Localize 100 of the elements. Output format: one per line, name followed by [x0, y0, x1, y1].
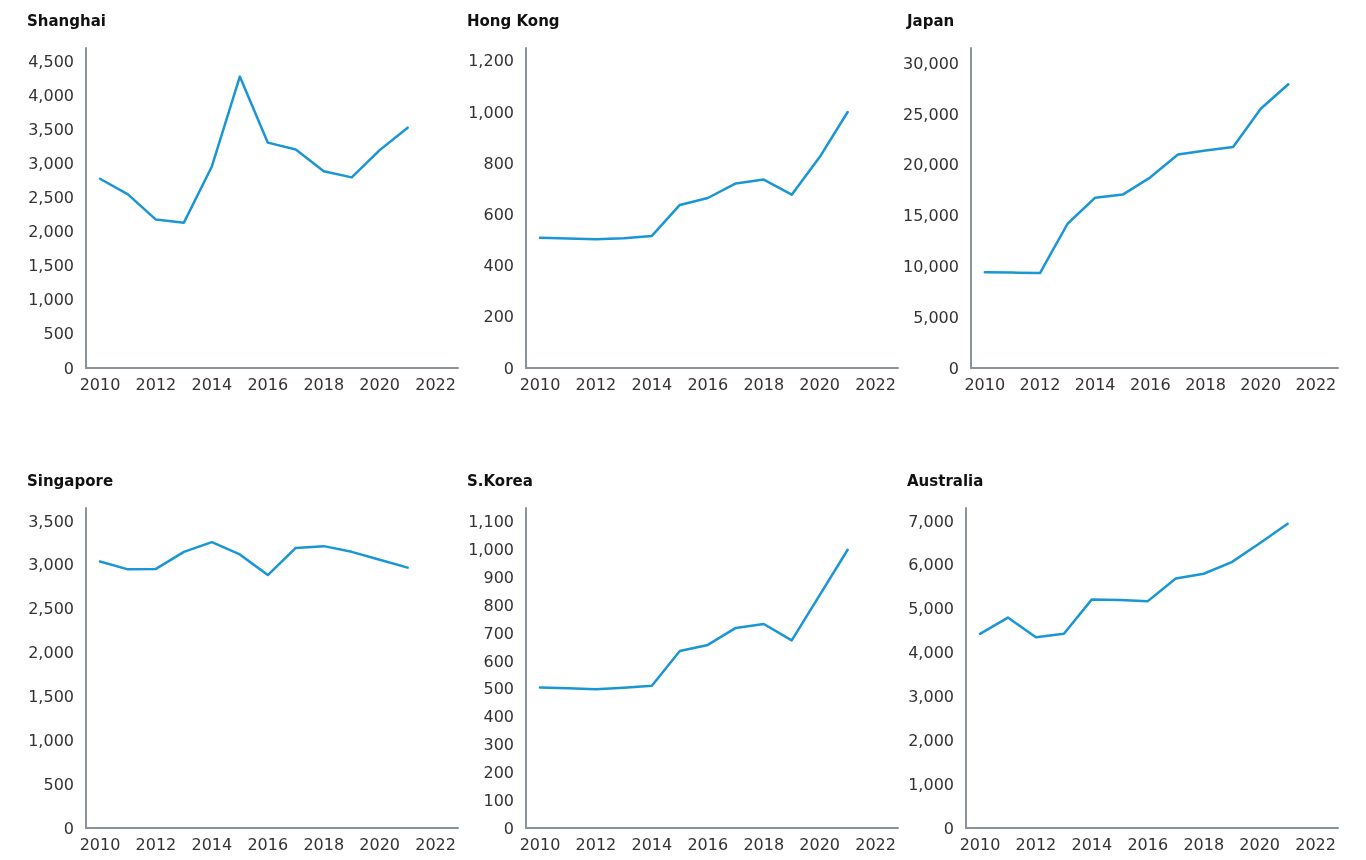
y-tick-label: 1,000 — [28, 290, 74, 310]
line-series — [538, 548, 849, 691]
chart-title: Singapore — [27, 471, 114, 490]
y-tick-label: 200 — [483, 307, 514, 327]
y-tick-label: 1,100 — [468, 512, 514, 532]
x-tick-label: 2010 — [79, 834, 121, 854]
y-tick-label: 3,000 — [28, 154, 74, 174]
x-tick-label: 2010 — [79, 374, 121, 394]
y-tick-label: 700 — [483, 623, 514, 643]
y-tick-label: 3,000 — [28, 555, 74, 575]
x-tick-label: 2012 — [1015, 834, 1057, 854]
y-tick-label: 5,000 — [908, 599, 954, 619]
x-tick-label: 2012 — [1019, 374, 1061, 394]
x-tick-label: 2020 — [359, 374, 401, 394]
x-tick-label: 2010 — [519, 374, 561, 394]
y-tick-label: 200 — [483, 762, 514, 782]
y-tick-label: 1,500 — [28, 256, 74, 276]
line-series — [98, 75, 409, 224]
y-tick-label: 800 — [483, 153, 514, 173]
x-tick-label: 2022 — [1295, 834, 1336, 854]
x-tick-label: 2014 — [631, 374, 673, 394]
x-tick-label: 2016 — [687, 834, 729, 854]
y-tick-label: 1,000 — [468, 540, 514, 560]
x-tick-label: 2018 — [303, 374, 345, 394]
x-tick-label: 2014 — [191, 374, 233, 394]
y-tick-label: 4,500 — [28, 52, 74, 72]
x-tick-label: 2010 — [959, 834, 1001, 854]
x-tick-label: 2022 — [1295, 374, 1337, 394]
y-tick-label: 7,000 — [908, 511, 954, 531]
x-tick-label: 2012 — [135, 374, 177, 394]
line-series — [538, 110, 849, 241]
y-tick-label: 600 — [483, 651, 514, 671]
y-tick-label: 400 — [483, 707, 514, 727]
y-tick-label: 600 — [483, 204, 514, 224]
y-tick-label: 1,500 — [28, 686, 74, 706]
y-tick-label: 1,000 — [468, 102, 514, 122]
y-tick-label: 0 — [63, 358, 74, 378]
y-tick-label: 100 — [483, 790, 514, 810]
x-tick-label: 2016 — [687, 374, 729, 394]
y-tick-label: 2,000 — [28, 643, 74, 663]
y-tick-label: 500 — [43, 324, 74, 344]
y-tick-label: 4,000 — [908, 643, 954, 663]
x-tick-label: 2016 — [247, 374, 289, 394]
y-tick-label: 1,200 — [468, 51, 514, 71]
x-tick-label: 2010 — [519, 834, 561, 854]
y-tick-label: 20,000 — [903, 155, 959, 175]
x-tick-label: 2022 — [855, 374, 896, 394]
y-tick-label: 0 — [63, 818, 74, 838]
x-tick-label: 2018 — [1185, 374, 1226, 394]
y-tick-label: 15,000 — [903, 206, 959, 226]
y-tick-label: 2,500 — [28, 599, 74, 619]
y-tick-label: 300 — [483, 735, 514, 755]
line-series — [98, 540, 409, 577]
x-tick-label: 2018 — [303, 834, 345, 854]
y-tick-label: 0 — [503, 818, 514, 838]
y-tick-label: 900 — [483, 568, 514, 588]
x-tick-label: 2014 — [1071, 834, 1113, 854]
chart-title: Australia — [907, 471, 984, 490]
chart-title: Japan — [906, 11, 955, 30]
y-tick-label: 0 — [503, 358, 514, 378]
x-tick-label: 2010 — [964, 374, 1006, 394]
x-tick-label: 2022 — [415, 374, 456, 394]
y-tick-label: 25,000 — [903, 104, 959, 124]
x-tick-label: 2018 — [1183, 834, 1225, 854]
y-tick-label: 0 — [948, 358, 959, 378]
x-tick-label: 2020 — [799, 374, 841, 394]
x-tick-label: 2016 — [1129, 374, 1171, 394]
x-tick-label: 2012 — [135, 834, 177, 854]
x-tick-label: 2014 — [631, 834, 673, 854]
x-tick-label: 2012 — [575, 374, 617, 394]
y-tick-label: 400 — [483, 256, 514, 276]
x-tick-label: 2014 — [1074, 374, 1116, 394]
x-tick-label: 2014 — [191, 834, 233, 854]
x-tick-label: 2020 — [1239, 834, 1281, 854]
y-tick-label: 30,000 — [903, 53, 959, 73]
y-tick-label: 4,000 — [28, 86, 74, 106]
chart-title: Shanghai — [27, 11, 106, 30]
x-tick-label: 2020 — [1240, 374, 1282, 394]
x-tick-label: 2022 — [415, 834, 456, 854]
y-tick-label: 3,000 — [908, 686, 954, 706]
line-series — [978, 522, 1289, 639]
y-tick-label: 10,000 — [903, 256, 959, 276]
y-tick-label: 5,000 — [913, 307, 959, 327]
y-tick-label: 1,000 — [908, 774, 954, 794]
y-tick-label: 3,500 — [28, 511, 74, 531]
chart-title: S.Korea — [467, 471, 533, 490]
y-tick-label: 3,500 — [28, 120, 74, 140]
x-tick-label: 2016 — [1127, 834, 1169, 854]
y-tick-label: 0 — [943, 818, 954, 838]
y-tick-label: 6,000 — [908, 555, 954, 575]
y-tick-label: 500 — [483, 679, 514, 699]
x-tick-label: 2020 — [359, 834, 401, 854]
x-tick-label: 2018 — [743, 374, 785, 394]
y-tick-label: 2,500 — [28, 188, 74, 208]
x-tick-label: 2022 — [855, 834, 896, 854]
x-tick-label: 2016 — [247, 834, 289, 854]
y-tick-label: 500 — [43, 774, 74, 794]
x-tick-label: 2018 — [743, 834, 785, 854]
y-tick-label: 1,000 — [28, 730, 74, 750]
chart-title: Hong Kong — [467, 11, 560, 30]
